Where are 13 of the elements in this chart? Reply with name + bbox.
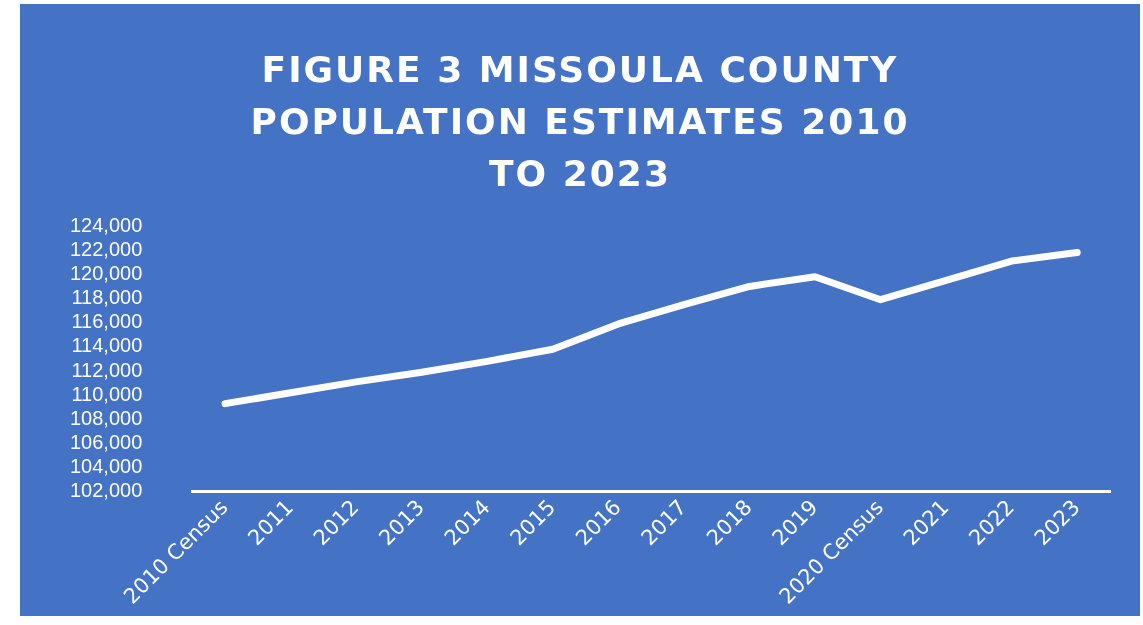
y-tick-label: 102,000 — [70, 479, 143, 502]
y-tick-label: 120,000 — [70, 261, 143, 284]
y-tick-label: 104,000 — [70, 455, 143, 478]
y-tick-label: 124,000 — [70, 213, 143, 236]
y-tick-label: 122,000 — [70, 237, 143, 260]
y-tick-label: 112,000 — [71, 358, 143, 381]
y-tick-label: 108,000 — [70, 406, 143, 429]
y-tick-label: 116,000 — [71, 310, 143, 333]
y-tick-label: 110,000 — [71, 382, 143, 405]
chart-title: FIGURE 3 MISSOULA COUNTY POPULATION ESTIMATES 2010 TO 2023 — [249, 48, 911, 196]
y-tick-label: 114,000 — [71, 334, 143, 357]
y-tick-label: 106,000 — [70, 431, 143, 454]
y-tick-label: 118,000 — [71, 286, 143, 309]
